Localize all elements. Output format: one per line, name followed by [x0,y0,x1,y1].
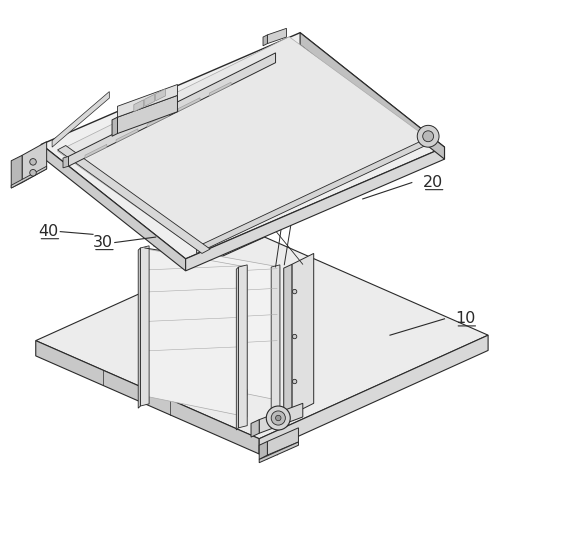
Circle shape [30,169,37,176]
Circle shape [275,415,281,421]
Polygon shape [251,420,259,437]
Polygon shape [173,248,280,401]
Text: 20: 20 [423,175,443,190]
Polygon shape [57,37,431,250]
Polygon shape [138,248,140,408]
Polygon shape [116,129,138,142]
Circle shape [292,379,297,384]
Polygon shape [268,28,287,44]
Polygon shape [41,144,185,271]
Polygon shape [271,265,280,411]
Polygon shape [117,95,178,134]
Polygon shape [22,142,47,183]
Polygon shape [147,113,169,127]
Text: 40: 40 [38,224,58,239]
Polygon shape [52,92,110,147]
Polygon shape [117,84,178,117]
Circle shape [271,411,285,425]
Circle shape [292,334,297,338]
Polygon shape [69,53,275,166]
Circle shape [423,131,434,142]
Polygon shape [263,35,268,46]
Polygon shape [140,246,149,406]
Polygon shape [145,94,155,106]
Polygon shape [178,98,200,111]
Text: 10: 10 [455,311,476,326]
Polygon shape [63,156,69,168]
Polygon shape [140,248,247,417]
Polygon shape [292,253,314,414]
Polygon shape [197,135,434,253]
Text: 30: 30 [93,235,113,250]
Circle shape [266,406,290,430]
Polygon shape [140,373,247,395]
Polygon shape [259,403,303,433]
Polygon shape [11,155,22,188]
Polygon shape [162,94,166,107]
Polygon shape [57,146,210,253]
Polygon shape [259,441,268,459]
Polygon shape [259,335,488,454]
Polygon shape [268,428,298,455]
Polygon shape [134,100,144,112]
Polygon shape [209,82,231,96]
Polygon shape [156,89,165,101]
Circle shape [417,125,439,147]
Polygon shape [85,144,107,158]
Circle shape [292,289,297,294]
Polygon shape [36,237,488,439]
Polygon shape [238,265,247,428]
Polygon shape [112,117,117,136]
Polygon shape [36,341,259,454]
Polygon shape [173,246,182,390]
Polygon shape [236,267,238,430]
Circle shape [30,159,37,165]
Polygon shape [41,33,445,259]
Polygon shape [11,166,47,188]
Polygon shape [185,147,445,271]
Polygon shape [284,264,292,418]
Polygon shape [259,442,298,463]
Polygon shape [166,89,177,105]
Polygon shape [300,33,445,159]
